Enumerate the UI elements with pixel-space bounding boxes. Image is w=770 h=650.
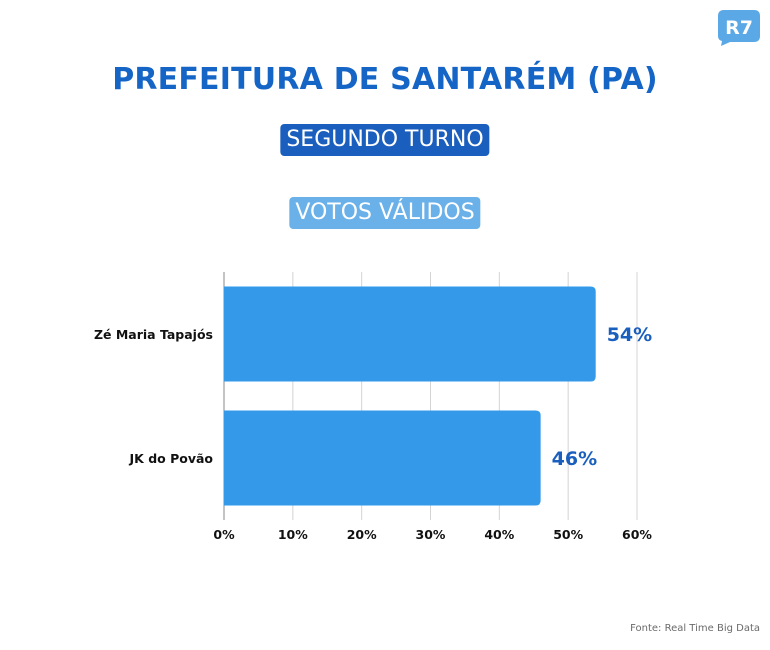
x-tick-label: 10% (278, 527, 308, 542)
bar (224, 286, 596, 382)
value-label: 54% (607, 324, 652, 346)
logo-text: R7 (725, 17, 753, 39)
logo-badge (718, 10, 760, 46)
round-badge: SEGUNDO TURNO (280, 124, 490, 156)
x-tick-label: 50% (553, 527, 583, 542)
valid-votes-badge: VOTOS VÁLIDOS (289, 197, 481, 229)
category-label: Zé Maria Tapajós (94, 327, 213, 342)
x-tick-label: 0% (213, 527, 235, 542)
bar (224, 410, 541, 506)
x-tick-label: 60% (622, 527, 652, 542)
x-tick-label: 20% (347, 527, 377, 542)
x-tick-label: 30% (416, 527, 446, 542)
page-title: PREFEITURA DE SANTARÉM (PA) (112, 62, 658, 97)
r7-logo: R7 (718, 10, 760, 46)
source-note: Fonte: Real Time Big Data (630, 623, 760, 634)
x-tick-label: 40% (484, 527, 514, 542)
value-label: 46% (552, 448, 597, 470)
category-label: JK do Povão (129, 451, 214, 466)
